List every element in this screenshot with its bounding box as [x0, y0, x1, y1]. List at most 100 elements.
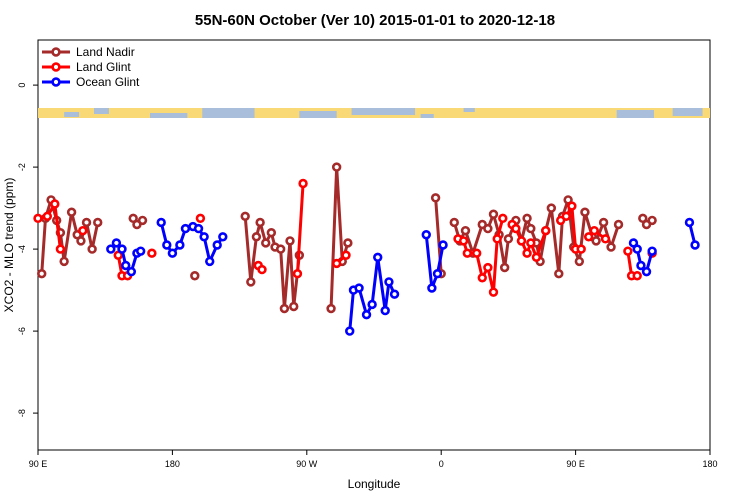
- legend-label: Land Nadir: [76, 45, 135, 59]
- data-point: [343, 238, 353, 248]
- data-point: [218, 232, 228, 242]
- data-point: [121, 260, 131, 271]
- data-point: [373, 252, 383, 262]
- data-point: [341, 250, 351, 260]
- data-point: [76, 236, 86, 246]
- data-point: [361, 310, 372, 320]
- series-line: [295, 182, 305, 276]
- data-point: [289, 301, 299, 312]
- band-ocean-patch: [64, 112, 80, 117]
- band-ocean-patch: [672, 108, 703, 116]
- data-point: [367, 299, 377, 310]
- data-point: [438, 240, 448, 250]
- data-point: [261, 238, 271, 248]
- y-tick-label: 0: [17, 83, 27, 88]
- data-point: [576, 244, 586, 254]
- data-point: [641, 266, 652, 277]
- plot-frame: [37, 39, 711, 451]
- data-point: [591, 236, 601, 246]
- data-point: [279, 303, 290, 314]
- data-point: [516, 236, 527, 246]
- y-axis-label: XCO2 - MLO trend (ppm): [2, 178, 16, 313]
- data-point: [326, 303, 336, 314]
- band-ocean-patch: [463, 108, 475, 112]
- series-line: [329, 165, 350, 311]
- series-group: [33, 162, 700, 336]
- x-tick-label: 180: [165, 459, 180, 469]
- data-point: [531, 252, 542, 262]
- data-point: [205, 256, 215, 267]
- data-point: [167, 248, 178, 258]
- y-tick-label: -4: [17, 245, 27, 253]
- band-ocean-patch: [150, 113, 188, 118]
- data-point: [331, 162, 342, 172]
- data-point: [117, 244, 127, 254]
- data-point: [275, 244, 286, 254]
- data-point: [606, 242, 616, 252]
- legend-marker: [51, 47, 61, 57]
- data-point: [199, 232, 209, 242]
- series-land-glint: [33, 178, 657, 297]
- series-ocean-glint: [106, 217, 700, 336]
- data-point: [345, 326, 355, 336]
- data-point: [492, 234, 502, 244]
- series-line: [424, 233, 445, 290]
- data-point: [384, 277, 394, 287]
- legend-item-land-nadir: Land Nadir: [42, 45, 135, 59]
- data-point: [690, 240, 700, 250]
- data-point: [331, 258, 342, 269]
- data-point: [574, 256, 585, 267]
- data-point: [59, 256, 69, 267]
- data-point: [292, 269, 303, 279]
- data-point: [600, 234, 611, 244]
- data-point: [432, 269, 443, 279]
- data-point: [137, 215, 148, 226]
- data-point: [477, 273, 487, 283]
- data-point: [427, 283, 437, 293]
- data-point: [511, 223, 521, 234]
- band-ocean-patch: [616, 110, 654, 118]
- data-point: [499, 262, 510, 273]
- data-point: [546, 203, 557, 213]
- data-point: [135, 246, 146, 256]
- data-point: [580, 207, 590, 217]
- series-line: [243, 214, 301, 311]
- data-point: [526, 238, 536, 248]
- data-point: [156, 217, 166, 228]
- data-point: [255, 217, 265, 228]
- data-point: [647, 215, 657, 226]
- data-point: [37, 269, 47, 279]
- data-point: [81, 217, 92, 228]
- data-point: [613, 219, 624, 230]
- data-point: [589, 225, 599, 236]
- data-point: [266, 228, 277, 238]
- data-point: [162, 240, 172, 250]
- legend-item-ocean-glint: Ocean Glint: [42, 75, 140, 89]
- data-point: [193, 223, 204, 234]
- data-point: [460, 225, 471, 236]
- data-point: [471, 248, 482, 258]
- data-point: [483, 262, 493, 273]
- data-point: [111, 238, 122, 248]
- data-point: [42, 211, 53, 222]
- data-point: [389, 289, 400, 299]
- data-point: [567, 201, 577, 211]
- axes: 90 E 180 90 W 0 90 E 180 0 -2 -4 -6 -8: [17, 83, 718, 469]
- data-point: [246, 277, 256, 287]
- data-point: [240, 211, 250, 222]
- y-tick-label: -2: [17, 163, 27, 171]
- series-land-nadir: [37, 162, 657, 314]
- data-point: [421, 230, 431, 240]
- legend-marker: [51, 77, 61, 87]
- data-point: [106, 244, 116, 254]
- data-point: [285, 236, 295, 246]
- legend-label: Ocean Glint: [76, 75, 140, 89]
- band-ocean-patch: [351, 108, 416, 115]
- land-sea-band: [38, 108, 710, 118]
- data-point: [598, 217, 609, 228]
- data-point: [462, 248, 473, 258]
- y-tick-label: -8: [17, 409, 27, 417]
- x-tick-label: 180: [702, 459, 717, 469]
- data-point: [488, 287, 499, 297]
